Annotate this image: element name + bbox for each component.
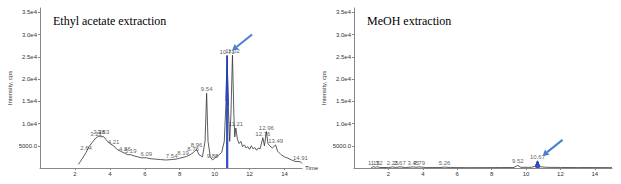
svg-text:2.5e4: 2.5e4 bbox=[336, 54, 352, 60]
svg-text:2.0e4: 2.0e4 bbox=[22, 76, 38, 82]
svg-text:13.49: 13.49 bbox=[268, 138, 284, 144]
svg-text:2.5e4: 2.5e4 bbox=[22, 54, 38, 60]
svg-text:3.5e4: 3.5e4 bbox=[22, 9, 38, 15]
svg-text:14.91: 14.91 bbox=[293, 155, 309, 161]
svg-text:5000.0: 5000.0 bbox=[333, 143, 352, 149]
svg-text:2: 2 bbox=[73, 171, 77, 177]
svg-text:4.21: 4.21 bbox=[108, 139, 120, 145]
svg-text:7.54: 7.54 bbox=[165, 152, 178, 159]
svg-text:12: 12 bbox=[557, 171, 564, 177]
svg-text:2.64: 2.64 bbox=[80, 145, 92, 151]
svg-text:8.19: 8.19 bbox=[177, 150, 189, 157]
svg-text:6.09: 6.09 bbox=[141, 151, 153, 157]
svg-text:2: 2 bbox=[387, 171, 391, 177]
svg-text:2.67: 2.67 bbox=[394, 160, 406, 166]
svg-text:9.52: 9.52 bbox=[512, 158, 524, 164]
svg-text:10: 10 bbox=[523, 171, 530, 177]
svg-text:11.02: 11.02 bbox=[225, 48, 240, 55]
svg-text:4: 4 bbox=[421, 171, 425, 177]
svg-text:Ethyl acetate extraction: Ethyl acetate extraction bbox=[53, 14, 166, 28]
svg-text:3.79: 3.79 bbox=[413, 160, 425, 166]
svg-text:4: 4 bbox=[108, 171, 112, 177]
svg-text:1.5e4: 1.5e4 bbox=[336, 98, 352, 104]
svg-text:2.0e4: 2.0e4 bbox=[336, 76, 352, 82]
svg-text:8.76: 8.76 bbox=[187, 145, 199, 152]
svg-text:Intensity, cps: Intensity, cps bbox=[7, 71, 13, 106]
svg-text:5.19: 5.19 bbox=[125, 148, 137, 154]
svg-text:8: 8 bbox=[178, 171, 182, 177]
svg-text:6: 6 bbox=[456, 171, 460, 177]
svg-text:14: 14 bbox=[591, 171, 598, 177]
svg-text:9.88: 9.88 bbox=[207, 153, 219, 159]
svg-text:1.5e4: 1.5e4 bbox=[22, 98, 38, 104]
svg-text:1.32: 1.32 bbox=[371, 160, 383, 166]
svg-text:8: 8 bbox=[490, 171, 494, 177]
svg-text:12.96: 12.96 bbox=[259, 125, 275, 131]
svg-text:5.26: 5.26 bbox=[439, 160, 451, 166]
svg-text:1.0e4: 1.0e4 bbox=[22, 121, 38, 127]
svg-text:14: 14 bbox=[281, 171, 288, 177]
svg-text:3.63: 3.63 bbox=[98, 129, 110, 135]
svg-text:8.96: 8.96 bbox=[191, 142, 203, 148]
svg-text:2.25: 2.25 bbox=[386, 159, 399, 166]
svg-text:12.76: 12.76 bbox=[255, 131, 271, 137]
svg-text:Intensity, cps: Intensity, cps bbox=[321, 71, 327, 106]
svg-text:1.0e4: 1.0e4 bbox=[336, 121, 352, 127]
svg-text:3.0e4: 3.0e4 bbox=[22, 32, 38, 38]
svg-text:6: 6 bbox=[143, 171, 147, 177]
svg-text:11.21: 11.21 bbox=[229, 121, 244, 127]
svg-text:12: 12 bbox=[246, 171, 253, 177]
svg-text:10.67: 10.67 bbox=[530, 153, 545, 160]
svg-text:Time: Time bbox=[305, 165, 319, 171]
svg-text:MeOH extraction: MeOH extraction bbox=[367, 14, 451, 28]
svg-text:5000.0: 5000.0 bbox=[19, 143, 38, 149]
svg-text:10: 10 bbox=[211, 171, 218, 177]
svg-text:3.0e4: 3.0e4 bbox=[336, 32, 352, 38]
svg-text:3.5e4: 3.5e4 bbox=[336, 9, 352, 15]
svg-text:9.54: 9.54 bbox=[201, 86, 213, 92]
